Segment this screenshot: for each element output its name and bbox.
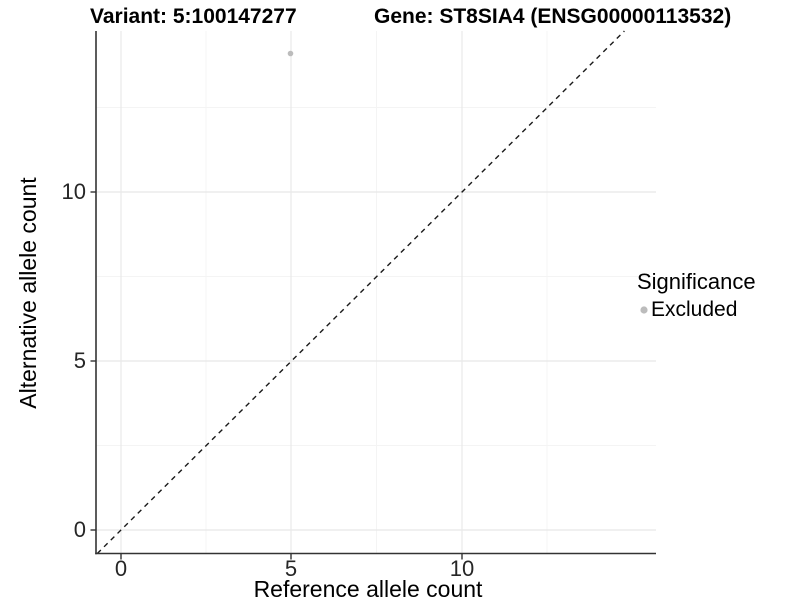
y-tick-label-5: 5 <box>73 348 86 373</box>
tick-marks <box>90 191 463 560</box>
x-tick-label-5: 5 <box>284 556 298 581</box>
identity-dashed-line <box>96 30 625 554</box>
legend-item: Excluded <box>637 298 756 322</box>
legend-item-label: Excluded <box>651 298 738 321</box>
y-tick-label-10: 10 <box>61 179 86 204</box>
legend: Significance Excluded <box>637 270 756 322</box>
x-tick-label-10: 10 <box>449 556 475 581</box>
x-tick-label-0: 0 <box>114 556 128 581</box>
variant-title: Variant: 5:100147277 <box>90 5 297 28</box>
legend-title: Significance <box>637 269 756 294</box>
major-gridlines <box>96 31 656 554</box>
y-axis-title: Alternative allele count <box>15 177 41 409</box>
legend-key-icon <box>640 306 648 314</box>
gene-title: Gene: ST8SIA4 (ENSG00000113532) <box>374 5 732 28</box>
y-tick-label-0: 0 <box>73 517 86 542</box>
x-axis-title: Reference allele count <box>253 576 483 600</box>
data-point <box>287 50 294 57</box>
axis-lines <box>95 31 656 555</box>
minor-gridlines <box>96 31 656 554</box>
